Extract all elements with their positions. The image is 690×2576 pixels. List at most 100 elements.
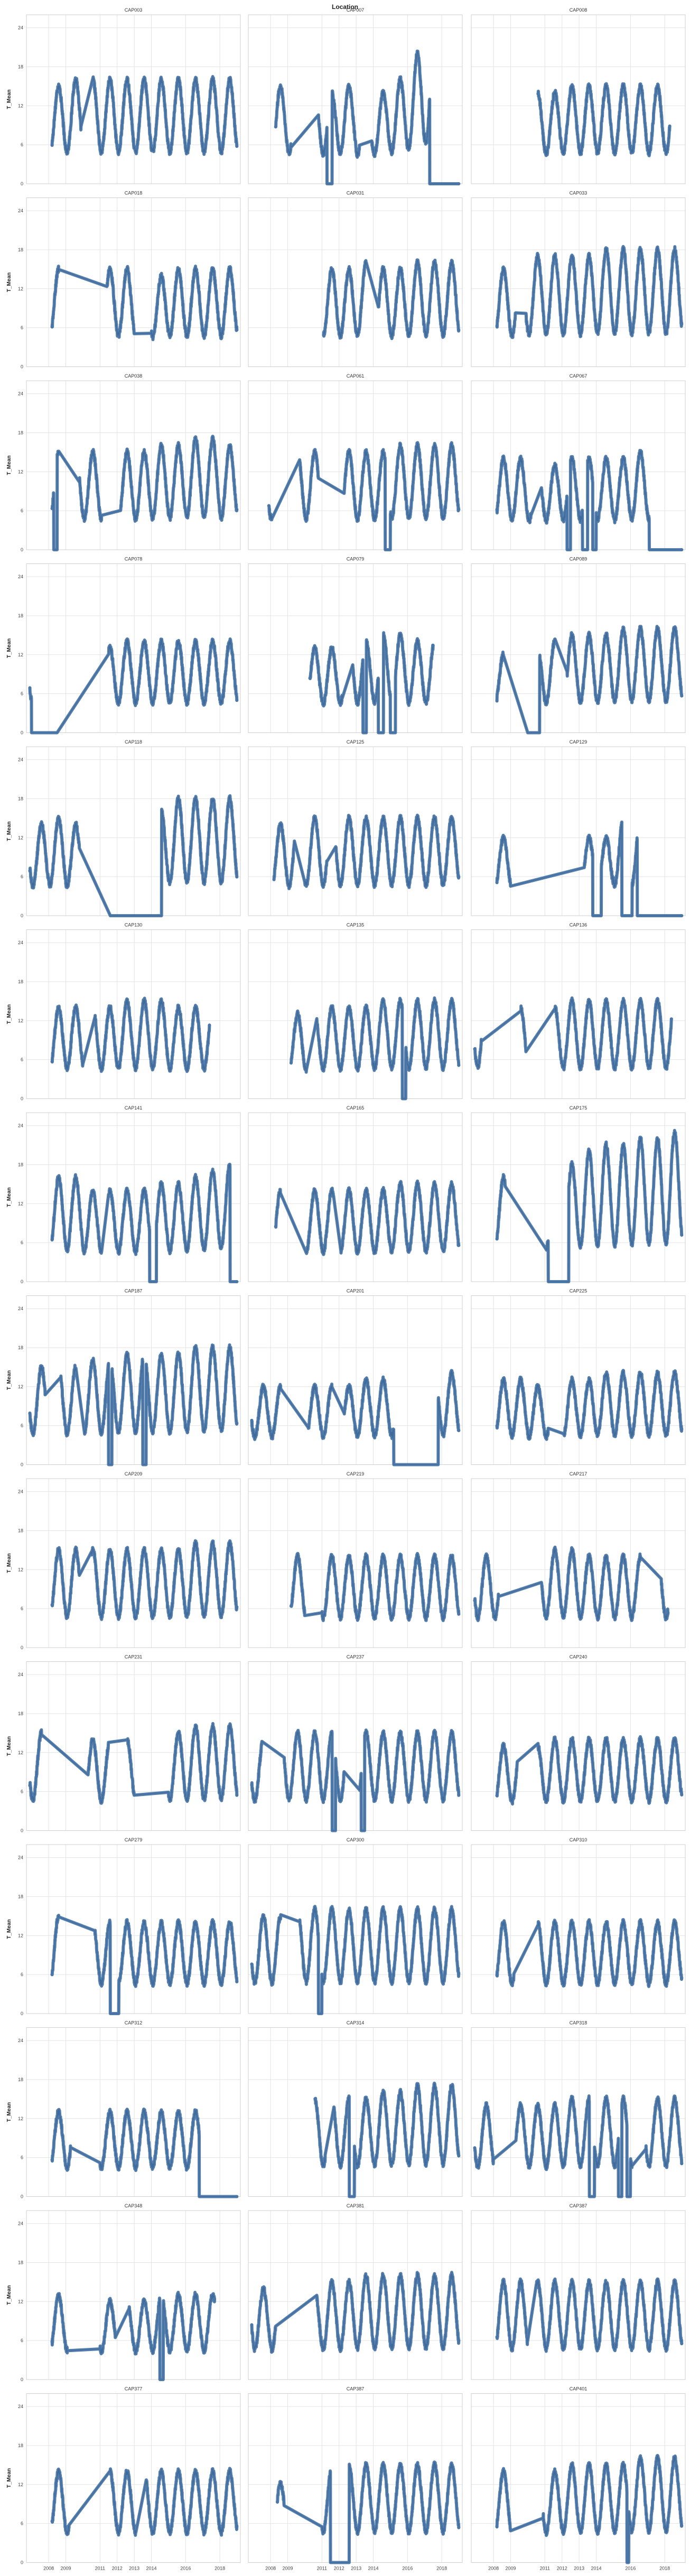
series-end-point [235, 1793, 239, 1797]
y-tick-label: 18 [18, 1528, 23, 1533]
series-start-point [495, 1794, 499, 1798]
series-line [52, 1915, 237, 2014]
panel-cap314: CAP314 [248, 2020, 463, 2198]
y-tick-label: 24 [18, 940, 23, 945]
series-start-point [495, 1424, 499, 1427]
panel-cap175: CAP175 [471, 1105, 686, 1283]
series-end-point [680, 322, 684, 326]
panel-cap310: CAP310 [471, 1837, 686, 2014]
series-start-point [322, 333, 325, 337]
panel-title: CAP300 [347, 1837, 365, 1842]
panel-cap201: CAP201 [248, 1289, 463, 1466]
panel-cap312: CAP312 0 6 12 18 24 T_Mean [6, 2020, 241, 2199]
panel-title: CAP231 [125, 1654, 143, 1660]
panel-frame [248, 2210, 463, 2380]
series-end-point [235, 1280, 239, 1283]
panel-title: CAP067 [570, 373, 588, 379]
y-axis-label: T_Mean [6, 1736, 12, 1756]
series-band [50, 1914, 239, 2015]
panel-frame [471, 1112, 686, 1282]
y-tick-label: 18 [18, 1162, 23, 1167]
series-start-point [473, 1047, 477, 1051]
panel-cap067: CAP067 [471, 373, 686, 551]
panel-title: CAP240 [570, 1654, 588, 1660]
x-tick-label: 2012 [112, 2566, 123, 2571]
y-tick-label: 0 [21, 181, 23, 186]
series-band [495, 449, 684, 551]
series-line [52, 76, 237, 155]
panel-frame [26, 198, 241, 367]
series-line [497, 626, 682, 734]
y-tick-label: 24 [18, 2221, 23, 2226]
panel-cap135: CAP135 [248, 923, 463, 1101]
panel-frame [248, 746, 463, 916]
series-start-point [313, 2097, 317, 2101]
series-start-point [50, 325, 54, 329]
panel-title: CAP175 [570, 1105, 588, 1111]
y-tick-label: 6 [21, 1240, 23, 1245]
panel-cap240: CAP240 [471, 1654, 686, 1831]
panel-cap007: CAP007 [248, 7, 463, 185]
panel-cap141: CAP141 0 6 12 18 24 T_Mean [6, 1105, 241, 1284]
series-start-point [267, 504, 271, 507]
series-line [275, 1180, 459, 1255]
series-end-point [457, 2154, 461, 2158]
series-band [473, 2094, 684, 2198]
series-band [274, 49, 461, 185]
series-start-point [50, 1060, 54, 1064]
y-tick-label: 18 [18, 2443, 23, 2448]
panel-frame [471, 2210, 686, 2380]
x-tick-label: 2014 [146, 2566, 157, 2571]
panel-title: CAP141 [125, 1105, 143, 1111]
y-tick-label: 12 [18, 835, 23, 840]
y-tick-label: 12 [18, 1933, 23, 1938]
x-tick-label: 2013 [129, 2566, 139, 2571]
series-line [497, 1736, 682, 1804]
series-line [310, 632, 434, 734]
series-end-point [235, 2524, 239, 2528]
series-band [267, 441, 461, 551]
panel-cap387: CAP387 [471, 2203, 686, 2380]
series-end-point [457, 2338, 461, 2342]
series-band [495, 625, 684, 735]
panel-frame [471, 929, 686, 1099]
y-tick-label: 6 [21, 1972, 23, 1977]
series-line [474, 1547, 668, 1621]
panel-frame [471, 1295, 686, 1465]
panel-title: CAP187 [125, 1289, 143, 1294]
panel-title: CAP237 [347, 1654, 365, 1660]
series-line [497, 2279, 682, 2352]
series-line [29, 1345, 237, 1465]
y-tick-label: 6 [21, 1789, 23, 1794]
y-tick-label: 24 [18, 1672, 23, 1677]
x-tick-label: 2008 [265, 2566, 276, 2571]
y-tick-label: 0 [21, 1828, 23, 1834]
panel-title: CAP003 [125, 7, 143, 13]
panel-title: CAP008 [570, 7, 588, 13]
series-start-point [28, 1412, 32, 1415]
x-tick-label: 2018 [659, 2566, 670, 2571]
y-tick-label: 18 [18, 979, 23, 984]
series-start-point [495, 2335, 499, 2339]
series-end-point [431, 643, 435, 647]
panel-cap225: CAP225 [471, 1289, 686, 1465]
panel-title: CAP401 [570, 2386, 588, 2392]
y-tick-label: 6 [21, 142, 23, 147]
series-line [251, 1906, 459, 2014]
panel-frame [26, 1844, 241, 2014]
y-tick-label: 0 [21, 913, 23, 918]
x-tick-label: 2012 [557, 2566, 567, 2571]
panel-title: CAP310 [570, 1837, 588, 1842]
series-line [497, 450, 682, 550]
series-line [274, 815, 459, 889]
x-tick-label: 2009 [61, 2566, 71, 2571]
y-tick-label: 6 [21, 508, 23, 513]
panel-frame [26, 2210, 241, 2380]
panel-cap231: CAP231 0 6 12 18 24 T_Mean [6, 1654, 241, 1834]
series-line [251, 2272, 459, 2353]
y-tick-label: 18 [18, 2260, 23, 2265]
series-start-point [495, 699, 499, 703]
y-tick-label: 24 [18, 25, 23, 31]
series-band [250, 1728, 461, 1832]
panel-cap387: CAP38720082009201120122013201420162018Da… [248, 2386, 463, 2576]
